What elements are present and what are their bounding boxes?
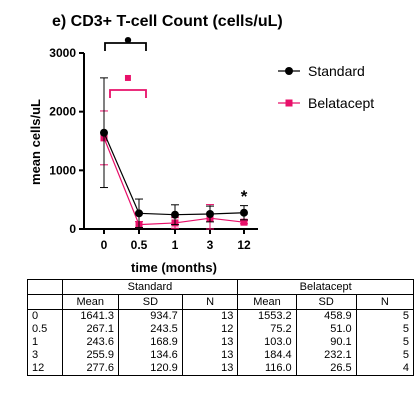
legend-label-belatacept: Belatacept: [308, 95, 374, 111]
data-point-standard: [135, 209, 143, 218]
table-cell: 1553.2: [237, 309, 297, 323]
table-cell: 90.1: [295, 336, 357, 349]
significance-mark-12mo: *: [241, 187, 248, 206]
y-axis-label: mean cells/uL: [28, 99, 43, 185]
table-cell: 51.0: [295, 323, 357, 336]
table-cell: 75.2: [237, 323, 297, 336]
table-cell: 13: [181, 362, 239, 376]
table-cell: 13: [181, 336, 239, 349]
x-tick-label: 0.5: [131, 238, 148, 252]
y-tick-label: 1000: [49, 163, 76, 177]
chart-area: e) CD3+ T-cell Count (cells/uL) mean cel…: [28, 13, 374, 275]
table-cell: 12: [181, 323, 239, 336]
chart-title: e) CD3+ T-cell Count (cells/uL): [52, 13, 283, 30]
legend: Standard Belatacept: [278, 63, 374, 111]
table-cell: 243.6: [61, 336, 119, 349]
legend-marker-belatacept: [285, 99, 293, 107]
data-point-standard: [206, 209, 214, 218]
table-col-header: N: [181, 294, 239, 310]
table-group-standard: Standard: [61, 279, 239, 295]
plot-area: 0 1000 2000 3000 0 0.5 1 3 12 • ▪ *: [49, 31, 258, 252]
table-cell: 5: [355, 309, 414, 323]
table-cell: 26.5: [295, 362, 357, 376]
table-col-header: SD: [295, 294, 357, 310]
table-cell: 243.5: [117, 323, 183, 336]
y-tick-label: 3000: [49, 46, 76, 60]
table-cell: 5: [355, 323, 414, 336]
table-corner-cell: [27, 279, 63, 295]
table-cell: 4: [355, 362, 414, 376]
table-cell: 13: [181, 349, 239, 362]
table-row-label: 0: [27, 309, 63, 323]
table-row-label: 12: [27, 362, 63, 376]
legend-label-standard: Standard: [308, 63, 365, 79]
data-point-belatacept: [240, 218, 248, 226]
series-line-standard: [103, 132, 245, 216]
table-row: 0.5 267.1 243.5 12 75.2 51.0 5: [27, 323, 414, 336]
data-point-standard: [171, 210, 179, 219]
data-table: Standard Belatacept Mean SD N Mean SD N …: [27, 279, 414, 376]
table-cell: 168.9: [117, 336, 183, 349]
table-row-label: 1: [27, 336, 63, 349]
table-col-header: SD: [117, 294, 183, 310]
table-cell: 232.1: [295, 349, 357, 362]
table-row: 0 1641.3 934.7 13 1553.2 458.9 5: [27, 309, 414, 323]
table-cell: 103.0: [237, 336, 297, 349]
table-row-label: 3: [27, 349, 63, 362]
table-cell: 1641.3: [61, 309, 119, 323]
legend-marker-standard: [285, 67, 293, 75]
table-col-header: N: [355, 294, 414, 310]
table-col-header: Mean: [237, 294, 297, 310]
x-tick-label: 0: [101, 238, 108, 252]
table-row: 12 277.6 120.9 13 116.0 26.5 4: [27, 362, 414, 376]
data-point-standard: [100, 128, 108, 137]
significance-bracket-standard: [104, 42, 147, 51]
significance-mark-belatacept: ▪: [124, 70, 132, 84]
table-cell: 5: [355, 336, 414, 349]
x-tick-label: 12: [237, 238, 251, 252]
table-cell: 116.0: [237, 362, 297, 376]
table-cell: 267.1: [61, 323, 119, 336]
table-cell: 458.9: [295, 309, 357, 323]
table-cell: 277.6: [61, 362, 119, 376]
y-tick-label: 2000: [49, 105, 76, 119]
table-cell: 120.9: [117, 362, 183, 376]
x-tick-label: 3: [207, 238, 214, 252]
table-cell: 5: [355, 349, 414, 362]
y-tick-label: 0: [69, 222, 76, 236]
data-point-standard: [240, 208, 248, 217]
significance-mark-standard: •: [122, 31, 134, 52]
table-cell: 255.9: [61, 349, 119, 362]
table-group-belatacept: Belatacept: [237, 279, 414, 295]
table-cell: 934.7: [117, 309, 183, 323]
table-row-label: 0.5: [27, 323, 63, 336]
table-cell: 134.6: [117, 349, 183, 362]
x-tick-label: 1: [172, 238, 179, 252]
table-column-header-row: Mean SD N Mean SD N: [27, 294, 414, 310]
table-row: 1 243.6 168.9 13 103.0 90.1 5: [27, 336, 414, 349]
table-col-header: Mean: [61, 294, 119, 310]
table-cell: 13: [181, 309, 239, 323]
table-cell: 184.4: [237, 349, 297, 362]
x-axis-label: time (months): [131, 260, 217, 275]
table-row: 3 255.9 134.6 13 184.4 232.1 5: [27, 349, 414, 362]
significance-bracket-belatacept: [109, 89, 147, 98]
table-corner-cell: [27, 294, 63, 310]
table-group-header-row: Standard Belatacept: [27, 279, 414, 295]
